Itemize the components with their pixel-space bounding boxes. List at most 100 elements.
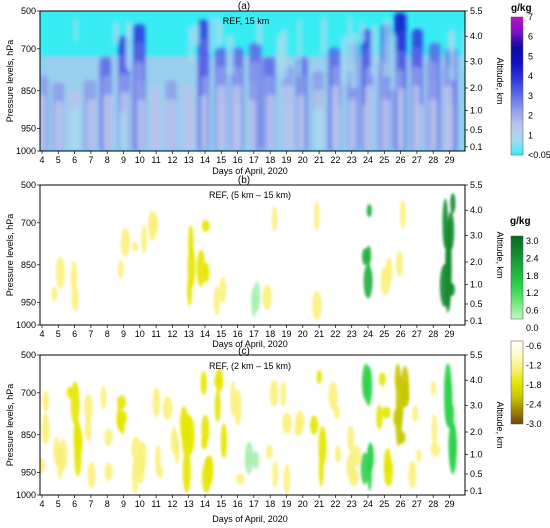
panel-a-cell <box>389 34 397 91</box>
x-tick-label: 20 <box>298 499 308 509</box>
panel-c-cell <box>84 393 93 423</box>
panel-a-ticks: 4 5 6 7 8 9 10 11 12 13 14 15 16 17 18 19 20 21 22 23 24 25 26… <box>16 6 483 165</box>
panel-a: (a) REF, 15 km Pressure levels, hPa Alti… <box>5 1 505 176</box>
x-tick-label: 8 <box>105 499 110 509</box>
colorbar-a-bar <box>510 16 524 156</box>
panel-c-cell <box>214 376 224 388</box>
panel-a-cell <box>396 87 405 151</box>
x-tick-label: 16 <box>233 155 243 165</box>
colorbar-a-tick-label: 4 <box>528 71 533 81</box>
y2-tick-label: 5.5 <box>470 350 483 360</box>
panel-c-cell <box>42 391 50 413</box>
panel-c-label: (c) <box>238 346 250 357</box>
colorbar-a-unit: g/kg <box>511 3 532 14</box>
panel-a-cell <box>125 20 132 68</box>
panel-c-cell <box>201 414 210 445</box>
panel-b-cell <box>51 286 58 302</box>
panel-c-cell <box>104 462 113 481</box>
panel-a-cell <box>296 94 305 151</box>
panel-c-cell <box>348 469 359 487</box>
y-tick-label: 700 <box>21 388 36 398</box>
y2-tick-label: 0.1 <box>470 486 483 496</box>
panel-c-frame <box>39 354 466 496</box>
panel-a-cell <box>462 29 465 67</box>
colorbar-a-labels: 7 6 5 4 3 2 1 <0.05 <box>528 12 550 160</box>
panel-c-fields <box>40 363 457 495</box>
panel-a-cell <box>320 17 328 55</box>
panel-a-cell <box>414 103 423 151</box>
x-tick-label: 6 <box>72 155 77 165</box>
panel-c-cell <box>364 366 373 406</box>
panel-c-cell <box>412 405 419 422</box>
x-tick-label: 29 <box>444 155 454 165</box>
y2-tick-label: 3.0 <box>470 230 483 240</box>
panel-a-cell <box>164 99 177 151</box>
panel-a-cell <box>218 103 227 151</box>
panel-b-cell <box>366 204 372 217</box>
x-tick-label: 14 <box>200 329 210 339</box>
x-tick-label: 20 <box>298 155 308 165</box>
panel-c-cell <box>445 400 455 429</box>
colorbar-bc-tick-label: 0.6 <box>526 306 539 316</box>
panel-c-cell <box>152 387 161 418</box>
panel-c-cell <box>347 425 355 452</box>
panel-a-cell <box>359 21 366 44</box>
panel-a-cell <box>283 103 294 151</box>
y2-tick-label: 1.0 <box>470 449 483 459</box>
panel-b-cell <box>203 262 210 283</box>
panel-b: (b) REF, (5 km – 15 km) Pressure levels,… <box>5 175 505 349</box>
panel-b-label: (b) <box>238 175 250 186</box>
x-tick-label: 4 <box>39 155 44 165</box>
panel-c-ticks: 4 5 6 7 8 9 10 11 12 13 14 15 16 17 18 19 20 21 22 23 24 25 26… <box>16 350 483 509</box>
panel-c-cell <box>328 381 338 411</box>
colorbar-bc-tick-label: -2.4 <box>526 400 542 410</box>
x-tick-label: 26 <box>396 329 406 339</box>
x-tick-label: 18 <box>265 155 275 165</box>
x-tick-label: 28 <box>428 155 438 165</box>
x-tick-label: 17 <box>249 499 259 509</box>
panel-c-cell <box>360 452 369 485</box>
panel-b-cell <box>380 266 391 296</box>
panel-a-cell <box>103 94 114 151</box>
x-tick-label: 17 <box>249 155 259 165</box>
x-tick-label: 13 <box>184 155 194 165</box>
colorbar-a-tick-label: <0.05 <box>528 150 550 160</box>
panel-a-cell <box>86 99 97 151</box>
colorbar-bc-tick-label: -0.6 <box>526 341 542 351</box>
x-tick-label: 6 <box>72 499 77 509</box>
colorbar-bc-tick-label: -1.2 <box>526 361 542 371</box>
y2-tick-label: 0.5 <box>470 299 483 309</box>
panel-c-cell <box>408 460 417 489</box>
x-tick-label: 13 <box>184 329 194 339</box>
x-tick-label: 22 <box>330 155 340 165</box>
panel-a-cell <box>429 99 438 151</box>
panel-b-cell <box>117 259 124 279</box>
y-tick-label: 1000 <box>16 490 36 500</box>
y2-tick-label: 1.0 <box>470 279 483 289</box>
panel-c-cell <box>376 404 383 430</box>
x-tick-label: 19 <box>281 329 291 339</box>
x-tick-label: 11 <box>151 155 160 165</box>
y-tick-label: 500 <box>21 350 36 360</box>
panel-c-cell <box>266 445 273 460</box>
x-tick-label: 24 <box>363 499 373 509</box>
panel-b-cell <box>55 256 65 289</box>
panel-c: (c) REF, (2 km – 15 km) Pressure levels,… <box>5 346 505 524</box>
panel-c-cell <box>316 369 322 384</box>
x-tick-label: 4 <box>39 329 44 339</box>
panel-a-cell <box>208 17 214 54</box>
x-tick-label: 15 <box>216 155 226 165</box>
y2-tick-label: 0.5 <box>470 125 483 135</box>
panel-c-cell <box>367 444 373 491</box>
panel-c-cell <box>378 372 386 386</box>
colorbar-bc-unit: g/kg <box>510 216 531 227</box>
panel-a-xlabel: Days of April, 2020 <box>212 166 288 176</box>
x-tick-label: 21 <box>314 155 324 165</box>
x-tick-label: 22 <box>330 499 340 509</box>
y2-tick-label: 1.0 <box>470 105 483 115</box>
panel-c-cell <box>400 365 410 408</box>
panel-c-cell <box>40 457 45 474</box>
y2-tick-label: 4.0 <box>470 31 483 41</box>
y2-tick-label: 4.0 <box>470 375 483 385</box>
